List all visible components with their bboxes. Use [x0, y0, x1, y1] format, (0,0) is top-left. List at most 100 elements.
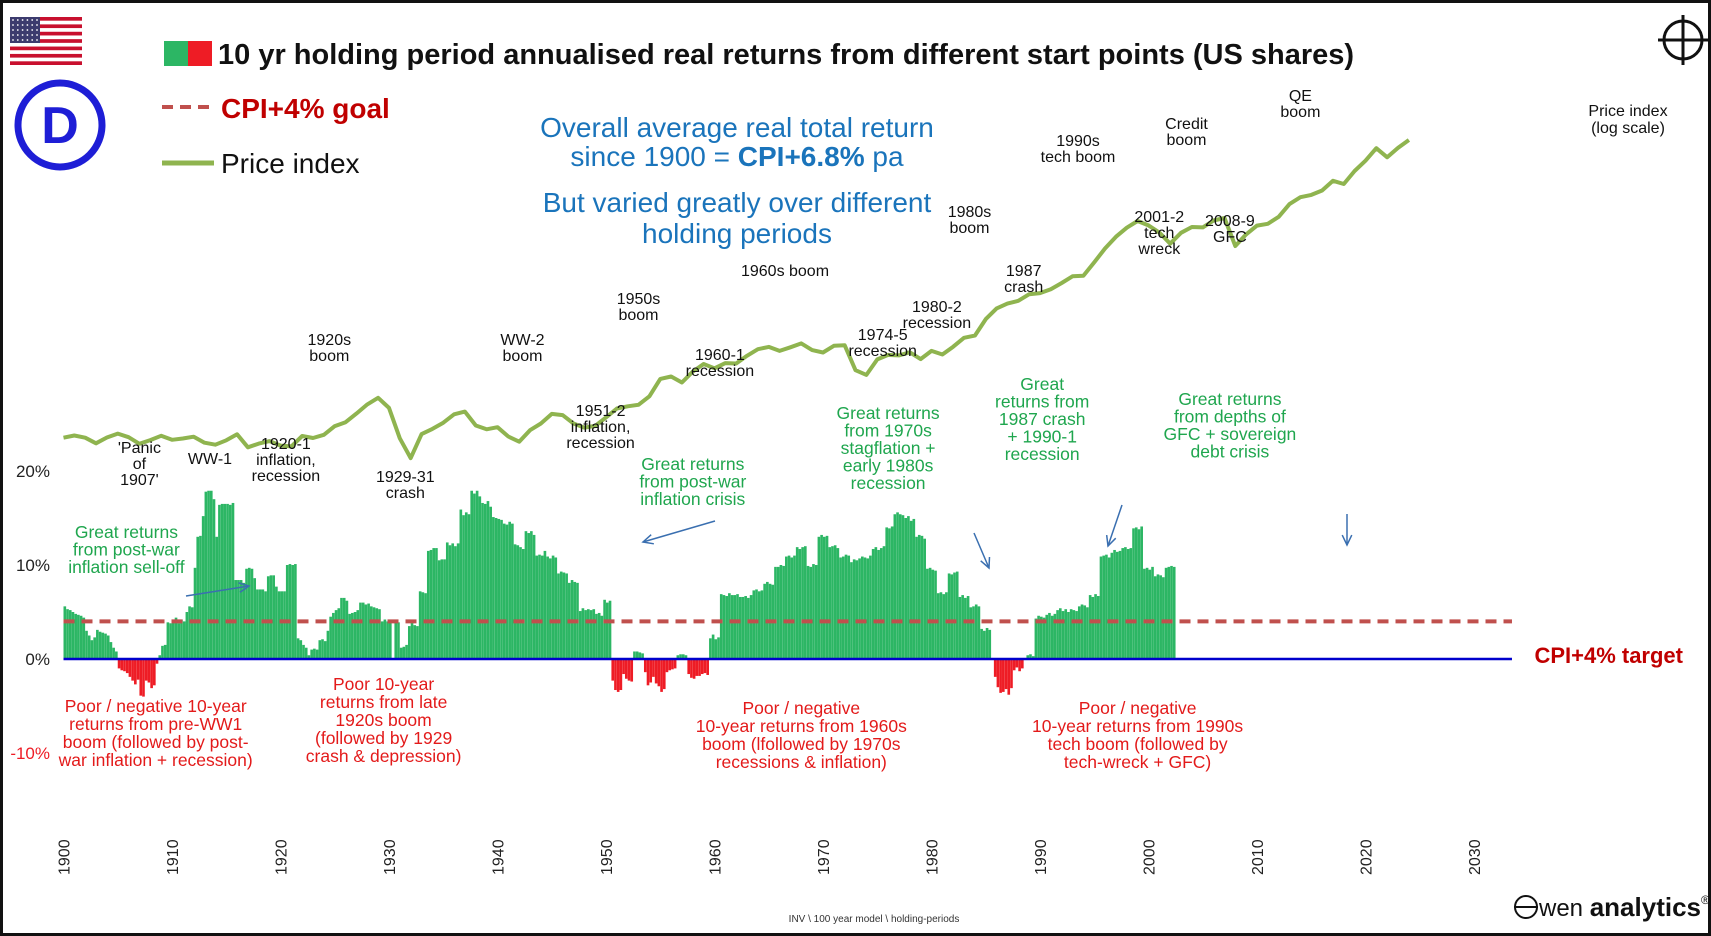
bar	[250, 568, 254, 659]
bar	[966, 596, 970, 659]
bar	[139, 659, 143, 696]
bar	[1094, 594, 1097, 659]
bar	[793, 555, 796, 659]
bar	[497, 518, 501, 659]
bar	[277, 591, 281, 659]
bar	[714, 639, 718, 659]
bar	[332, 612, 335, 659]
bar	[201, 516, 205, 659]
bar	[890, 526, 894, 659]
bar	[909, 520, 913, 659]
bar	[326, 630, 330, 659]
bar	[852, 559, 856, 659]
bar	[513, 544, 517, 659]
bar	[554, 557, 558, 659]
svg-text:1950s: 1950s	[617, 291, 661, 308]
bar	[741, 596, 745, 659]
bar	[546, 556, 549, 659]
bar	[399, 647, 403, 659]
bar	[169, 623, 172, 659]
bar	[684, 655, 688, 659]
bar	[581, 608, 585, 659]
bar	[372, 607, 376, 659]
bar	[334, 610, 338, 659]
bar	[212, 499, 216, 659]
bar	[429, 549, 433, 659]
svg-text:1929-31: 1929-31	[376, 469, 435, 486]
svg-text:wen analytics®: wen analytics®	[1538, 892, 1710, 922]
y-tick-label: -10%	[10, 744, 50, 763]
y-tick-label: 10%	[16, 556, 50, 575]
svg-text:debt crisis: debt crisis	[1191, 442, 1270, 462]
bar	[738, 596, 742, 659]
bar	[646, 659, 650, 686]
svg-text:tech-wreck + GFC): tech-wreck + GFC)	[1064, 752, 1211, 772]
bar	[1115, 551, 1119, 659]
bar	[524, 531, 528, 659]
bar	[606, 602, 609, 659]
bar	[760, 590, 764, 659]
x-tick-label: 2000	[1142, 839, 1159, 875]
legend-price-label: Price index	[221, 148, 360, 179]
bar	[1113, 549, 1116, 659]
svg-text:Great returns: Great returns	[1178, 389, 1281, 409]
bar	[942, 594, 945, 659]
bar	[123, 659, 126, 672]
bar	[847, 555, 851, 659]
bar	[706, 659, 709, 675]
bar	[719, 594, 723, 659]
x-tick-label: 1940	[491, 839, 508, 875]
bar	[218, 504, 221, 659]
bar	[266, 576, 270, 659]
bar	[486, 501, 490, 659]
svg-text:GFC: GFC	[1213, 229, 1247, 246]
bar	[668, 659, 672, 671]
bar	[1010, 659, 1013, 689]
bar	[1064, 609, 1068, 659]
bar	[703, 659, 707, 674]
bar	[256, 589, 259, 659]
bar	[1148, 569, 1152, 659]
bar	[1037, 615, 1040, 659]
bar	[595, 613, 598, 659]
bar	[516, 545, 520, 659]
bar	[402, 646, 406, 659]
svg-text:Poor / negative: Poor / negative	[1079, 698, 1197, 718]
bar	[247, 567, 251, 659]
footer-path: INV \ 100 year model \ holding-periods	[789, 914, 960, 925]
bar	[1086, 607, 1089, 659]
bar	[421, 592, 425, 659]
svg-text:'Panic: 'Panic	[118, 440, 161, 457]
bar	[611, 659, 615, 681]
price-scale-note: Price index (log scale)	[1588, 103, 1667, 137]
x-tick-label: 1930	[382, 839, 399, 875]
bar	[1102, 555, 1106, 659]
svg-text:of: of	[133, 456, 147, 473]
svg-text:returns from pre-WW1: returns from pre-WW1	[69, 714, 242, 734]
svg-text:crash: crash	[386, 485, 425, 502]
bar	[587, 609, 590, 659]
bar	[757, 591, 761, 659]
bar	[185, 612, 189, 659]
bar	[763, 583, 766, 659]
arrow	[973, 532, 990, 569]
bar	[744, 596, 747, 659]
bar	[1034, 618, 1038, 659]
bar	[850, 562, 853, 659]
crosshair-logo-icon	[1658, 15, 1708, 65]
bar	[153, 659, 156, 686]
svg-text:wreck: wreck	[1137, 241, 1181, 258]
legend: CPI+4% goal Price index	[162, 93, 390, 179]
bar	[1145, 567, 1149, 659]
bar	[209, 490, 213, 659]
bar	[519, 547, 522, 659]
bar	[508, 521, 511, 659]
bar	[177, 623, 181, 659]
bar	[633, 651, 636, 659]
bar	[410, 621, 414, 659]
bar	[500, 519, 503, 659]
